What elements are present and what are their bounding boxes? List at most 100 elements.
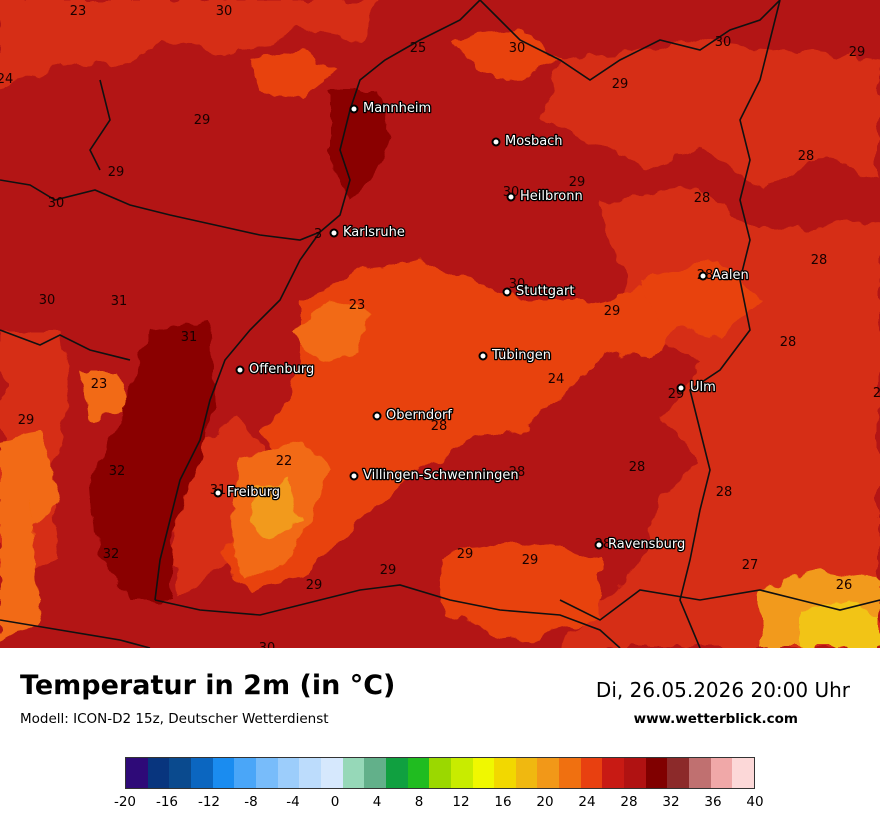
temperature-value-label: 2	[873, 386, 880, 401]
temperature-value-label: 28	[780, 335, 797, 350]
temperature-value-label: 28	[431, 419, 448, 434]
temperature-value-label: 28	[811, 253, 828, 268]
color-legend-swatch	[472, 758, 495, 788]
color-legend-swatch	[147, 758, 170, 788]
color-legend-tick-label: 20	[536, 794, 554, 810]
city-marker[interactable]: Mannheim	[349, 100, 432, 117]
city-marker[interactable]: Ulm	[676, 379, 717, 396]
city-name-label: Oberndorf	[386, 408, 452, 423]
temperature-value-label: 32	[103, 547, 120, 562]
city-marker[interactable]: Offenburg	[235, 361, 316, 378]
city-marker[interactable]: Tübingen	[478, 347, 552, 364]
city-name-label: Mannheim	[363, 101, 431, 116]
temperature-value-label: 29	[604, 304, 621, 319]
temperature-value-label: 29	[306, 578, 323, 593]
city-name-label: Karlsruhe	[343, 225, 405, 240]
color-legend-tick-label: 8	[414, 794, 424, 810]
color-legend-swatch	[450, 758, 473, 788]
website-link[interactable]: www.wetterblick.com	[633, 711, 798, 727]
color-legend-swatch	[212, 758, 235, 788]
temperature-value-label: 30	[509, 41, 526, 56]
color-legend-tick-label: 0	[330, 794, 340, 810]
color-legend-swatch	[234, 758, 256, 788]
city-marker[interactable]: Aalen	[698, 267, 750, 284]
color-legend-swatch	[580, 758, 603, 788]
city-name-label: Villingen-Schwenningen	[363, 468, 519, 483]
color-legend-tick-label: 36	[704, 794, 722, 810]
temperature-value-label: 31	[111, 294, 128, 309]
forecast-datetime: Di, 26.05.2026 20:00 Uhr	[595, 678, 850, 702]
temperature-value-label: 22	[276, 454, 293, 469]
city-marker[interactable]: Freiburg	[213, 484, 281, 501]
city-marker[interactable]: Stuttgart	[502, 283, 576, 300]
color-legend-swatch	[537, 758, 560, 788]
temperature-value-label: 29	[380, 563, 397, 578]
temperature-value-label: 26	[836, 578, 853, 593]
color-legend-swatch	[190, 758, 213, 788]
color-legend-swatch	[732, 758, 755, 788]
color-legend-swatch	[320, 758, 343, 788]
color-legend-swatch	[126, 758, 148, 788]
color-legend-swatch	[169, 758, 191, 788]
temperature-value-label: 29	[849, 45, 866, 60]
city-marker[interactable]: Heilbronn	[506, 188, 584, 205]
temperature-value-label: 32	[109, 464, 126, 479]
color-legend-swatch	[255, 758, 278, 788]
temperature-value-label: 24	[0, 72, 13, 87]
city-marker[interactable]: Karlsruhe	[329, 224, 406, 241]
temperature-value-label: 31	[181, 330, 198, 345]
color-legend-tick-label: 40	[746, 794, 764, 810]
color-legend-swatch	[407, 758, 430, 788]
city-marker[interactable]: Ravensburg	[594, 536, 687, 553]
city-dot-icon	[491, 137, 501, 147]
color-legend-swatch	[667, 758, 690, 788]
city-dot-icon	[506, 192, 516, 202]
temperature-value-label: 23	[349, 298, 366, 313]
temperature-value-label: 29	[569, 175, 586, 190]
city-markers: Mannheim Mosbach Heilbronn Karlsruhe Aalen St…	[213, 100, 750, 553]
temperature-value-label: 30	[39, 293, 56, 308]
city-dot-icon	[676, 383, 686, 393]
temperature-value-label: 25	[410, 41, 427, 56]
city-dot-icon	[349, 104, 359, 114]
temperature-value-label: 29	[612, 77, 629, 92]
color-legend-swatch	[559, 758, 581, 788]
color-legend-swatch	[710, 758, 733, 788]
temperature-value-label: 23	[91, 377, 108, 392]
temperature-value-label: 30	[48, 196, 65, 211]
city-name-label: Aalen	[712, 268, 749, 283]
color-legend-swatch	[624, 758, 646, 788]
color-legend-swatch	[277, 758, 300, 788]
map-footer: Temperatur in 2m (in °C) Modell: ICON-D2…	[0, 648, 880, 830]
temperature-value-label: 29	[194, 113, 211, 128]
city-name-label: Freiburg	[227, 485, 280, 500]
color-legend-swatch	[385, 758, 408, 788]
city-dot-icon	[235, 365, 245, 375]
color-legend-swatch	[689, 758, 711, 788]
color-legend-swatch	[494, 758, 516, 788]
city-name-label: Heilbronn	[520, 189, 583, 204]
color-legend-swatch	[299, 758, 321, 788]
color-legend-tick-label: 16	[494, 794, 512, 810]
map-canvas: 23 30 24 25 30 30 29 29 29 28 29 29 30 28 30 3 28 30 28 30 3…	[0, 0, 880, 648]
temperature-value-label: 28	[509, 465, 526, 480]
page-title: Temperatur in 2m (in °C)	[20, 670, 396, 701]
city-dot-icon	[478, 351, 488, 361]
model-source: Modell: ICON-D2 15z, Deutscher Wetterdie…	[20, 711, 329, 727]
color-legend-tick-label: 4	[372, 794, 382, 810]
city-name-label: Stuttgart	[516, 284, 574, 299]
city-dot-icon	[349, 471, 359, 481]
color-legend-tick-label: -16	[155, 794, 179, 810]
temperature-map[interactable]: 23 30 24 25 30 30 29 29 29 28 29 29 30 28 30 3 28 30 28 30 3…	[0, 0, 880, 648]
color-legend-swatch	[602, 758, 625, 788]
temperature-value-label: 30	[509, 277, 526, 292]
temperature-field-30-32	[90, 90, 390, 600]
temperature-value-label: 28	[798, 149, 815, 164]
temperature-field-18-22	[0, 300, 880, 648]
color-legend-tick-label: 32	[662, 794, 680, 810]
city-marker[interactable]: Mosbach	[491, 133, 564, 150]
city-marker[interactable]: Villingen-Schwenningen	[349, 467, 520, 484]
temperature-value-label: 28	[629, 460, 646, 475]
color-legend-tick-label: -12	[197, 794, 221, 810]
city-marker[interactable]: Oberndorf	[372, 407, 454, 424]
